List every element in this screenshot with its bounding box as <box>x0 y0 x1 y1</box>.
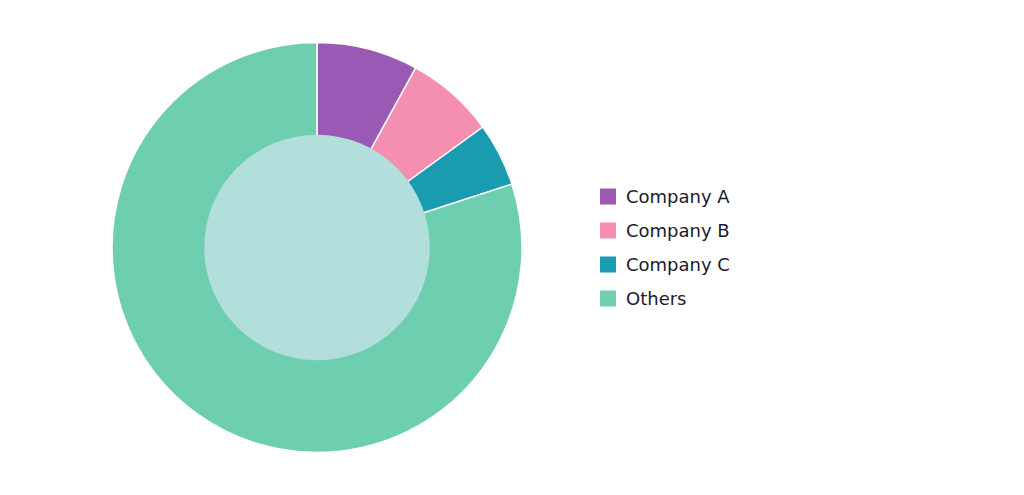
inner-circle <box>204 135 430 361</box>
chart: Company A Company B Company C Others <box>0 0 1024 495</box>
legend-label: Others <box>626 288 687 309</box>
pie <box>112 43 522 453</box>
legend-swatch <box>600 223 616 239</box>
legend-label: Company A <box>626 186 730 207</box>
legend-swatch <box>600 257 616 273</box>
legend-label: Company C <box>626 254 730 275</box>
legend-label: Company B <box>626 220 730 241</box>
pie-slice <box>112 43 522 453</box>
legend-swatch <box>600 291 616 307</box>
legend: Company A Company B Company C Others <box>600 186 730 309</box>
legend-swatch <box>600 189 616 205</box>
